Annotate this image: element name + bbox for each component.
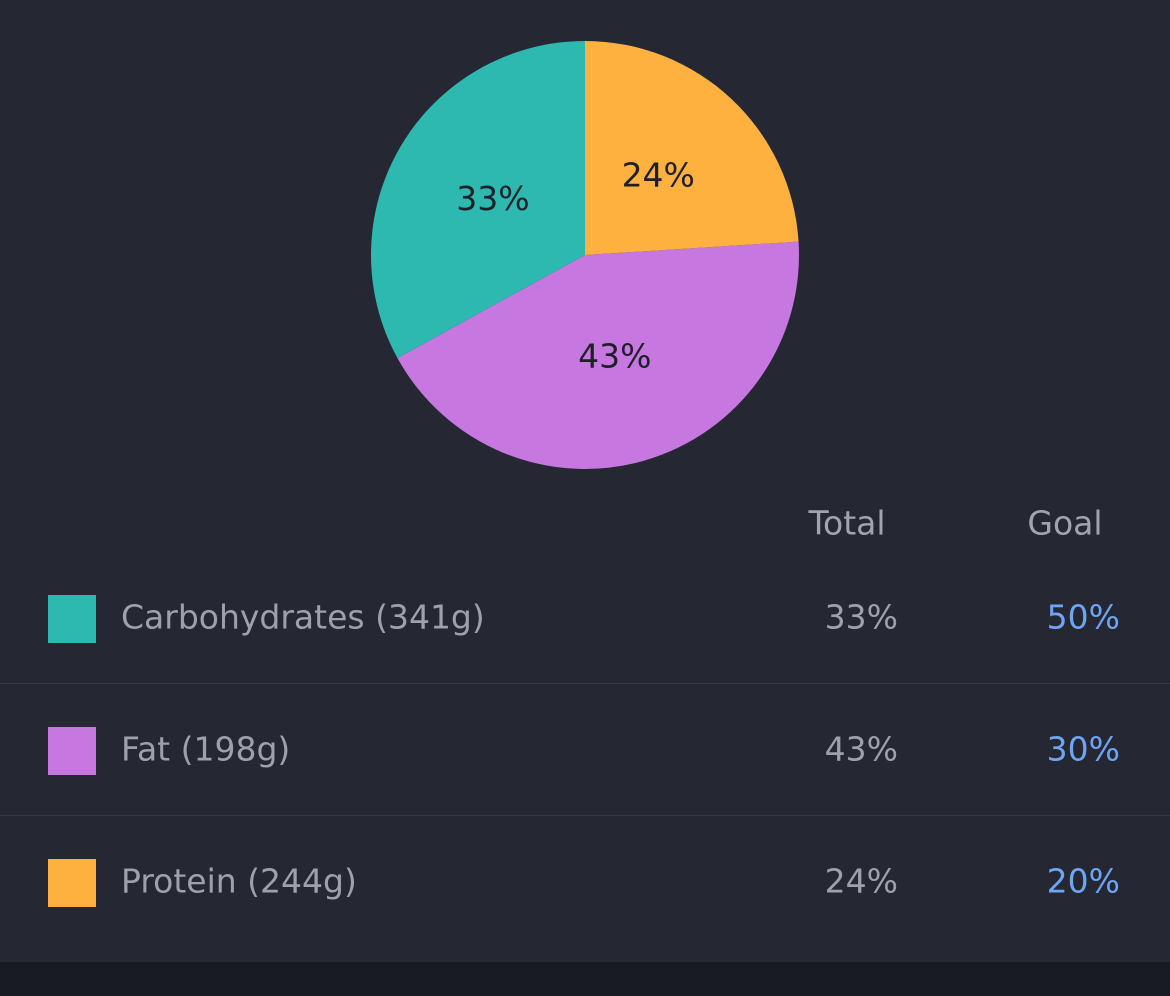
legend-swatch bbox=[48, 727, 96, 775]
legend-swatch bbox=[48, 595, 96, 643]
row-goal: 50% bbox=[1047, 598, 1120, 637]
row-total: 43% bbox=[825, 730, 898, 769]
column-header: Goal bbox=[1027, 504, 1102, 543]
row-total: 24% bbox=[825, 862, 898, 901]
bottom-bar bbox=[0, 962, 1170, 996]
pie-slice bbox=[371, 41, 585, 359]
slice-label: 24% bbox=[622, 156, 695, 195]
slice-label: 33% bbox=[456, 179, 529, 218]
slice-label: 43% bbox=[578, 336, 651, 375]
pie-slice bbox=[585, 41, 799, 255]
row-name: Carbohydrates (341g) bbox=[121, 598, 485, 637]
row-total: 33% bbox=[825, 598, 898, 637]
column-header: Total bbox=[807, 504, 885, 543]
row-name: Fat (198g) bbox=[121, 730, 290, 769]
pie-slice bbox=[397, 241, 799, 469]
row-name: Protein (244g) bbox=[121, 862, 357, 901]
legend-swatch bbox=[48, 859, 96, 907]
row-goal: 20% bbox=[1047, 862, 1120, 901]
row-goal: 30% bbox=[1047, 730, 1120, 769]
